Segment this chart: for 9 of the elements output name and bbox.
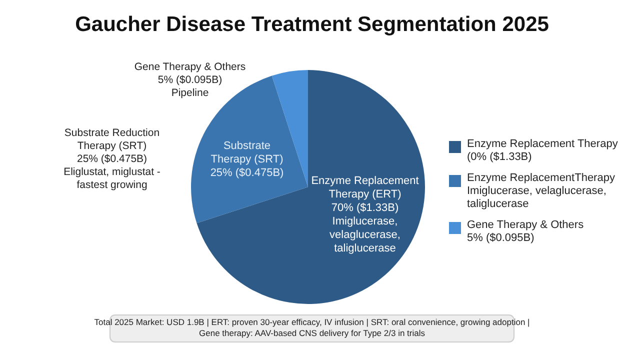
chart-title: Gaucher Disease Treatment Segmentation 2025 [75, 13, 550, 36]
legend-label: Enzyme Replacement Therapy (0% ($1.33B) [467, 138, 618, 163]
text: Gene Therapy & Others 5% ($0.095B) Pipeline [134, 61, 246, 99]
text: Substrate Reduction Therapy (SRT) 25% ($0.475B) Eliglustat, miglustat - fastest growing [64, 127, 161, 191]
text: Total 2025 Market: USD 1.9B | ERT: proven 30-year efficacy, IV infusion | SRT: oral convenience, growing adoption | Gene therapy: AAV-based CNS delivery for Type 2/3 in trials [94, 317, 530, 338]
legend-label: Gene Therapy & Others 5% ($0.095B) [467, 219, 584, 244]
legend-label: Enzyme ReplacementTherapy Imiglucerase, velaglucerase, taliglucerase [467, 172, 616, 210]
text: Enzyme Replacement Therapy (ERT) 70% ($1.33B) Imiglucerase, velaglucerase, taliglucerase [311, 175, 419, 254]
text: Substrate Therapy (SRT) 25% ($0.475B) [210, 140, 284, 179]
